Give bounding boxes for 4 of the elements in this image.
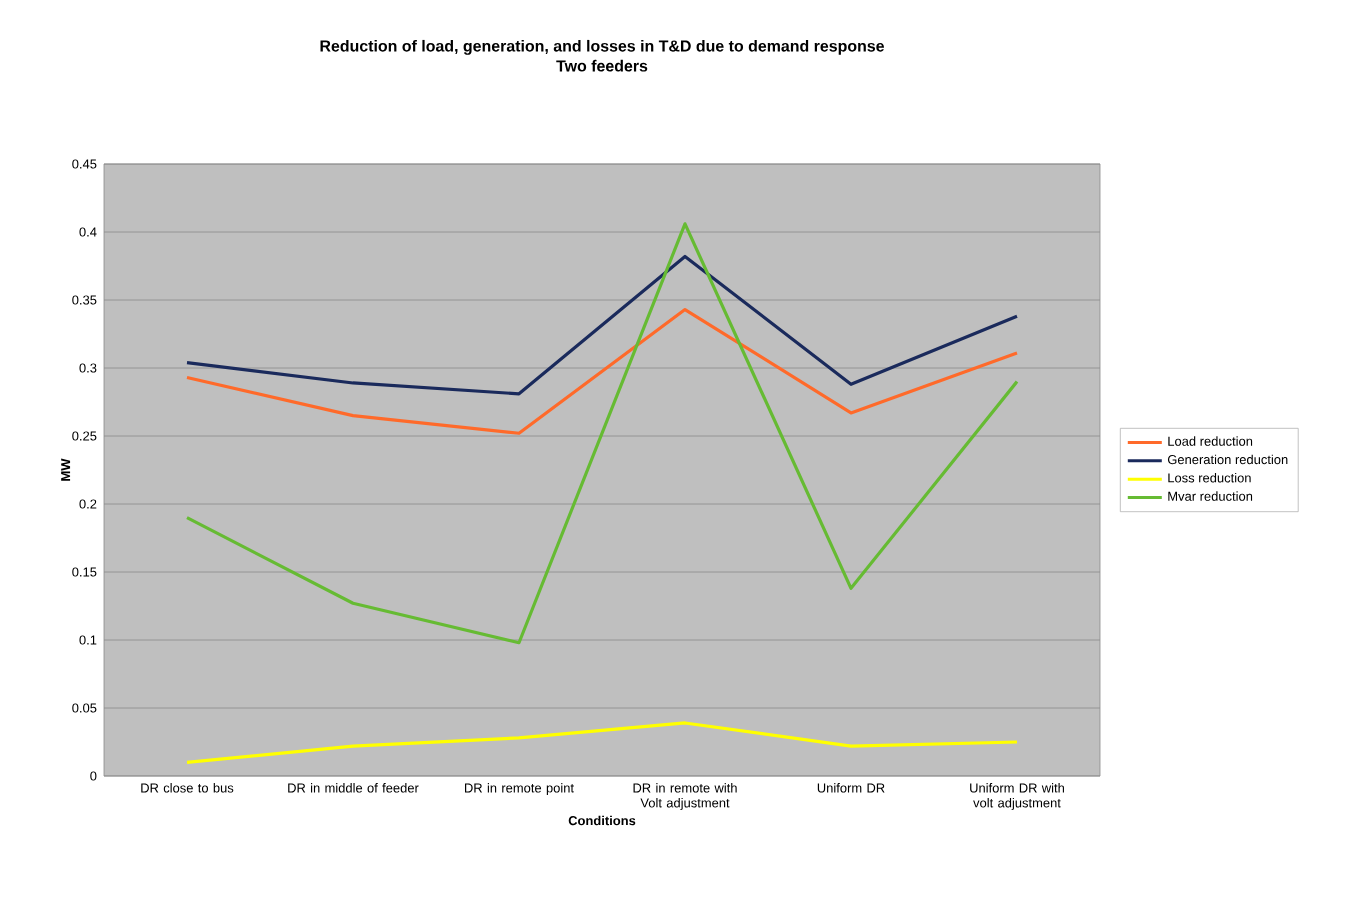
line-series: [185, 254, 1019, 396]
line-series: [185, 721, 1019, 764]
line-series: [185, 307, 1019, 435]
line-series: [185, 222, 1019, 645]
